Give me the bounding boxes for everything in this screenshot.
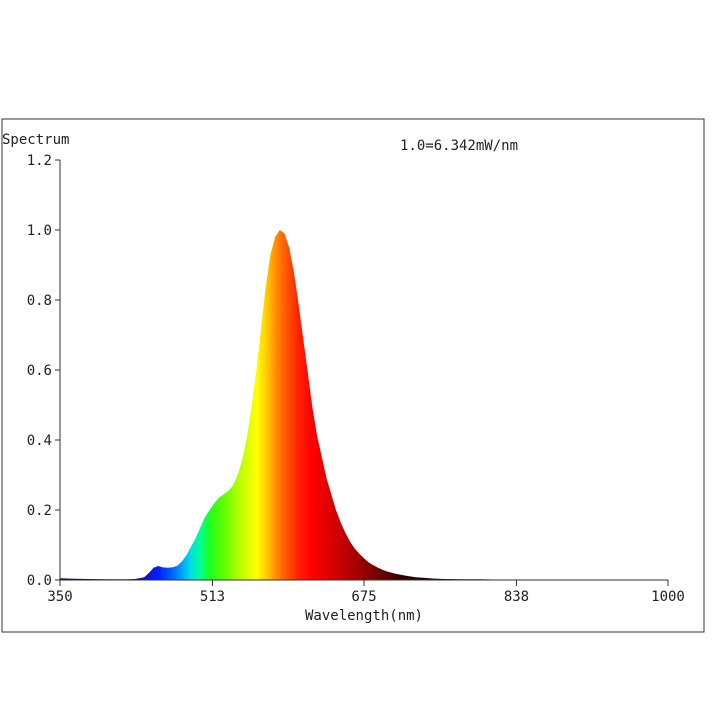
x-tick-label: 838 bbox=[504, 589, 529, 605]
x-tick-label: 1000 bbox=[651, 589, 685, 605]
y-tick-label: 0.0 bbox=[27, 573, 52, 589]
x-axis-ticks: 350 513 675 838 1000 bbox=[47, 580, 685, 605]
x-tick-label: 513 bbox=[200, 589, 225, 605]
y-tick-label: 0.2 bbox=[27, 503, 52, 519]
y-tick-label: 0.8 bbox=[27, 293, 52, 309]
y-tick-label: 1.2 bbox=[27, 153, 52, 169]
y-tick-label: 0.6 bbox=[27, 363, 52, 379]
x-axis-title: Wavelength(nm) bbox=[305, 608, 423, 624]
y-tick-label: 1.0 bbox=[27, 223, 52, 239]
y-axis-ticks: 0.0 0.2 0.4 0.6 0.8 1.0 1.2 bbox=[27, 153, 60, 589]
y-tick-label: 0.4 bbox=[27, 433, 52, 449]
x-tick-label: 350 bbox=[47, 589, 72, 605]
y-axis-title: Spectrum bbox=[2, 132, 69, 148]
x-tick-label: 675 bbox=[351, 589, 376, 605]
scale-annotation: 1.0=6.342mW/nm bbox=[400, 138, 518, 154]
